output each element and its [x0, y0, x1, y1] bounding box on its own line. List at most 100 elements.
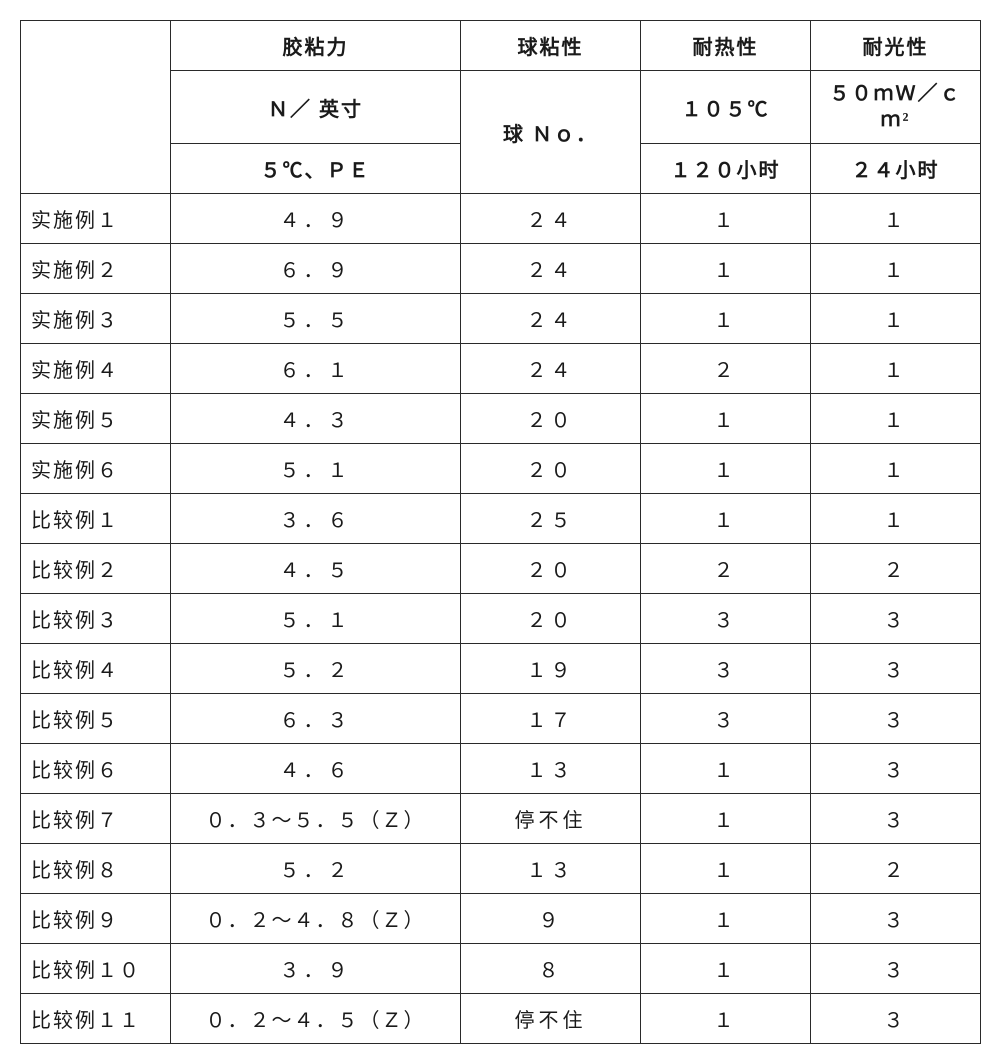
cell-light: ３	[811, 894, 981, 944]
table-row: 比较例１１０．２～４．５（Ｚ）停不住１３	[21, 994, 981, 1044]
cell-adhesion: ５．２	[171, 844, 461, 894]
cell-adhesion: ４．５	[171, 544, 461, 594]
cell-heat: １	[641, 894, 811, 944]
cell-adhesion: ０．２～４．５（Ｚ）	[171, 994, 461, 1044]
header-heat-unit: １０５℃	[641, 71, 811, 144]
header-ball-unit: 球 Ｎｏ．	[461, 71, 641, 194]
cell-ball: ８	[461, 944, 641, 994]
row-label: 实施例３	[21, 294, 171, 344]
cell-light: １	[811, 344, 981, 394]
cell-ball: ２４	[461, 344, 641, 394]
cell-heat: １	[641, 944, 811, 994]
cell-heat: １	[641, 444, 811, 494]
cell-heat: １	[641, 244, 811, 294]
table-row: 比较例３５．１２０３３	[21, 594, 981, 644]
cell-heat: ２	[641, 544, 811, 594]
table-row: 比较例６４．６１３１３	[21, 744, 981, 794]
cell-heat: １	[641, 794, 811, 844]
cell-light: １	[811, 394, 981, 444]
table-row: 实施例５４．３２０１１	[21, 394, 981, 444]
table-row: 比较例４５．２１９３３	[21, 644, 981, 694]
cell-heat: １	[641, 844, 811, 894]
cell-ball: 停不住	[461, 994, 641, 1044]
cell-heat: １	[641, 394, 811, 444]
cell-ball: ２４	[461, 244, 641, 294]
header-adhesion-title: 胶粘力	[171, 21, 461, 71]
cell-ball: ２０	[461, 444, 641, 494]
table-row: 比较例５６．３１７３３	[21, 694, 981, 744]
cell-adhesion: ０．３～５．５（Ｚ）	[171, 794, 461, 844]
cell-heat: ２	[641, 344, 811, 394]
cell-ball: １７	[461, 694, 641, 744]
row-label: 实施例５	[21, 394, 171, 444]
cell-adhesion: ４．９	[171, 194, 461, 244]
cell-adhesion: ５．２	[171, 644, 461, 694]
row-label: 比较例１０	[21, 944, 171, 994]
cell-ball: ２４	[461, 194, 641, 244]
cell-ball: １３	[461, 744, 641, 794]
cell-light: ２	[811, 844, 981, 894]
row-label: 比较例４	[21, 644, 171, 694]
cell-light: １	[811, 194, 981, 244]
header-light-title: 耐光性	[811, 21, 981, 71]
cell-ball: １３	[461, 844, 641, 894]
row-label: 比较例５	[21, 694, 171, 744]
cell-light: １	[811, 244, 981, 294]
cell-light: ３	[811, 594, 981, 644]
cell-ball: 停不住	[461, 794, 641, 844]
cell-adhesion: ５．５	[171, 294, 461, 344]
row-label: 比较例１１	[21, 994, 171, 1044]
row-label: 实施例４	[21, 344, 171, 394]
row-label: 比较例２	[21, 544, 171, 594]
cell-heat: １	[641, 744, 811, 794]
cell-light: ３	[811, 994, 981, 1044]
data-table: 胶粘力 球粘性 耐热性 耐光性 Ｎ／ 英寸 球 Ｎｏ． １０５℃ ５０ｍＷ／ｃｍ…	[20, 20, 981, 1044]
row-label: 比较例８	[21, 844, 171, 894]
cell-heat: ３	[641, 694, 811, 744]
table-row: 比较例２４．５２０２２	[21, 544, 981, 594]
cell-light: ３	[811, 644, 981, 694]
table-row: 实施例６５．１２０１１	[21, 444, 981, 494]
cell-adhesion: ５．１	[171, 444, 461, 494]
table-row: 比较例８５．２１３１２	[21, 844, 981, 894]
header-adhesion-cond: ５℃、ＰＥ	[171, 144, 461, 194]
table-row: 实施例１４．９２４１１	[21, 194, 981, 244]
cell-ball: ２５	[461, 494, 641, 544]
cell-ball: １９	[461, 644, 641, 694]
header-heat-cond: １２０小时	[641, 144, 811, 194]
table-row: 比较例７０．３～５．５（Ｚ）停不住１３	[21, 794, 981, 844]
cell-light: ３	[811, 694, 981, 744]
cell-adhesion: ６．９	[171, 244, 461, 294]
cell-adhesion: ０．２～４．８（Ｚ）	[171, 894, 461, 944]
header-light-cond: ２４小时	[811, 144, 981, 194]
cell-heat: ３	[641, 644, 811, 694]
cell-light: １	[811, 294, 981, 344]
table-row: 比较例１３．６２５１１	[21, 494, 981, 544]
cell-adhesion: ５．１	[171, 594, 461, 644]
cell-heat: １	[641, 294, 811, 344]
table-row: 实施例４６．１２４２１	[21, 344, 981, 394]
header-row-1: 胶粘力 球粘性 耐热性 耐光性	[21, 21, 981, 71]
header-adhesion-unit: Ｎ／ 英寸	[171, 71, 461, 144]
cell-adhesion: ６．３	[171, 694, 461, 744]
row-label: 比较例３	[21, 594, 171, 644]
cell-heat: １	[641, 194, 811, 244]
cell-heat: １	[641, 994, 811, 1044]
table-row: 实施例２６．９２４１１	[21, 244, 981, 294]
cell-ball: ２０	[461, 594, 641, 644]
cell-adhesion: ３．９	[171, 944, 461, 994]
cell-light: ３	[811, 794, 981, 844]
cell-adhesion: ３．６	[171, 494, 461, 544]
cell-light: ３	[811, 944, 981, 994]
header-ball-title: 球粘性	[461, 21, 641, 71]
cell-adhesion: ６．１	[171, 344, 461, 394]
cell-ball: ２４	[461, 294, 641, 344]
cell-light: ２	[811, 544, 981, 594]
cell-light: １	[811, 444, 981, 494]
row-label: 实施例２	[21, 244, 171, 294]
header-blank	[21, 21, 171, 194]
cell-ball: ２０	[461, 394, 641, 444]
cell-light: １	[811, 494, 981, 544]
row-label: 实施例１	[21, 194, 171, 244]
cell-ball: ９	[461, 894, 641, 944]
